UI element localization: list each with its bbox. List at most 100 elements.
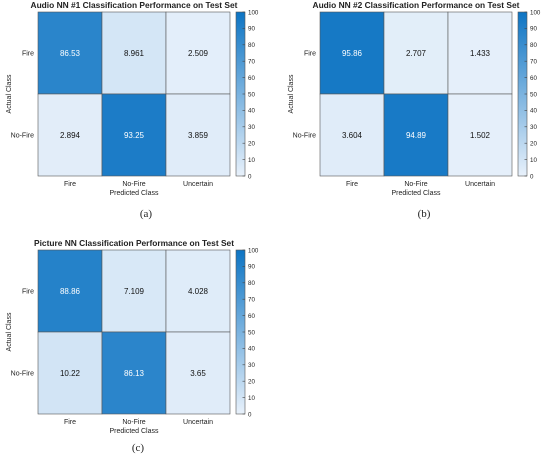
heatmap-cell: [165, 11, 231, 95]
chart-title: Picture NN Classification Performance on…: [34, 238, 234, 248]
caption-c: (c): [131, 442, 145, 454]
x-tick-label: Uncertain: [183, 181, 213, 188]
colorbar-tick-label: 10: [530, 157, 537, 164]
colorbar-tick-label: 90: [248, 264, 255, 271]
x-axis-label: Predicted Class: [109, 428, 159, 435]
colorbar-tick-label: 30: [248, 124, 255, 131]
heatmap-cell: [447, 93, 513, 177]
x-tick-label: Fire: [346, 181, 358, 188]
heatmap-cell: [319, 11, 385, 95]
cell-label: 2.894: [60, 131, 81, 140]
y-axis-label: Actual Class: [6, 312, 13, 351]
y-tick-label: Fire: [22, 51, 34, 58]
colorbar-tick-label: 70: [248, 297, 255, 304]
chart-title: Audio NN #2 Classification Performance o…: [313, 0, 520, 10]
heatmap-cell: [37, 11, 103, 95]
x-axis-label: Predicted Class: [391, 190, 441, 197]
x-axis-label: Predicted Class: [109, 190, 159, 197]
y-tick-label: No-Fire: [293, 133, 316, 140]
colorbar-tick-label: 80: [248, 280, 255, 287]
chart-title: Audio NN #1 Classification Performance o…: [31, 0, 238, 10]
heatmap-cell: [383, 11, 449, 95]
y-tick-label: Fire: [304, 51, 316, 58]
cell-label: 3.859: [188, 131, 209, 140]
confusion-matrix-panel-c: Picture NN Classification Performance on…: [0, 238, 260, 463]
colorbar-tick-label: 70: [530, 59, 537, 66]
x-tick-label: Uncertain: [465, 181, 495, 188]
cell-label: 2.707: [406, 49, 427, 58]
heatmap-cell: [447, 11, 513, 95]
heatmap-cell: [101, 11, 167, 95]
colorbar-tick-label: 100: [248, 247, 259, 254]
cell-label: 8.961: [124, 49, 145, 58]
heatmap-cell: [165, 93, 231, 177]
colorbar-tick-label: 50: [248, 329, 255, 336]
confusion-matrix-panel-b: Audio NN #2 Classification Performance o…: [282, 0, 542, 225]
cell-label: 2.509: [188, 49, 209, 58]
colorbar-tick-label: 30: [530, 124, 537, 131]
cell-label: 10.22: [60, 369, 81, 378]
heatmap-cell: [101, 331, 167, 415]
colorbar-tick-label: 80: [530, 42, 537, 49]
x-tick-label: No-Fire: [404, 181, 427, 188]
colorbar-tick-label: 10: [248, 395, 255, 402]
heatmap-cell: [319, 93, 385, 177]
y-tick-label: Fire: [22, 289, 34, 296]
confusion-matrix-panel-a: Audio NN #1 Classification Performance o…: [0, 0, 260, 225]
colorbar-tick-label: 50: [248, 91, 255, 98]
colorbar-tick-label: 60: [530, 75, 537, 82]
cell-label: 1.433: [470, 49, 491, 58]
heatmap-cell: [165, 331, 231, 415]
colorbar-tick-label: 60: [248, 75, 255, 82]
colorbar-tick-label: 20: [248, 379, 255, 386]
heatmap-cell: [101, 93, 167, 177]
cell-label: 93.25: [124, 131, 145, 140]
caption-b: (b): [417, 208, 431, 220]
cell-label: 86.13: [124, 369, 145, 378]
x-tick-label: No-Fire: [122, 181, 145, 188]
cell-label: 3.604: [342, 131, 363, 140]
cell-label: 3.65: [190, 369, 206, 378]
colorbar-tick-label: 90: [248, 26, 255, 33]
x-tick-label: No-Fire: [122, 419, 145, 426]
cell-label: 7.109: [124, 287, 145, 296]
colorbar-tick-label: 50: [530, 91, 537, 98]
heatmap-b: Audio NN #2 Classification Performance o…: [288, 0, 541, 197]
heatmap-cell: [101, 249, 167, 333]
cell-label: 88.86: [60, 287, 81, 296]
cell-label: 86.53: [60, 49, 81, 58]
caption-a: (a): [139, 208, 153, 220]
x-tick-label: Uncertain: [183, 419, 213, 426]
colorbar-tick-label: 40: [530, 108, 537, 115]
colorbar-tick-label: 0: [530, 173, 534, 180]
heatmap-cell: [37, 331, 103, 415]
y-tick-label: No-Fire: [11, 371, 34, 378]
cell-label: 1.502: [470, 131, 491, 140]
y-axis-label: Actual Class: [6, 74, 13, 113]
colorbar-tick-label: 80: [248, 42, 255, 49]
heatmap-cell: [165, 249, 231, 333]
colorbar-tick-label: 100: [248, 9, 259, 16]
colorbar-tick-label: 40: [248, 108, 255, 115]
colorbar-tick-label: 20: [530, 141, 537, 148]
heatmap-cell: [37, 249, 103, 333]
heatmap-cell: [383, 93, 449, 177]
cell-label: 94.89: [406, 131, 427, 140]
x-tick-label: Fire: [64, 181, 76, 188]
colorbar-tick-label: 60: [248, 313, 255, 320]
heatmap-cell: [37, 93, 103, 177]
heatmap-a: Audio NN #1 Classification Performance o…: [6, 0, 259, 197]
colorbar-tick-label: 90: [530, 26, 537, 33]
cell-label: 4.028: [188, 287, 209, 296]
y-tick-label: No-Fire: [11, 133, 34, 140]
colorbar-tick-label: 0: [248, 173, 252, 180]
colorbar-tick-label: 30: [248, 362, 255, 369]
cell-label: 95.86: [342, 49, 363, 58]
colorbar-tick-label: 40: [248, 346, 255, 353]
colorbar-tick-label: 0: [248, 411, 252, 418]
x-tick-label: Fire: [64, 419, 76, 426]
colorbar-tick-label: 20: [248, 141, 255, 148]
colorbar-tick-label: 10: [248, 157, 255, 164]
y-axis-label: Actual Class: [288, 74, 295, 113]
colorbar-tick-label: 70: [248, 59, 255, 66]
